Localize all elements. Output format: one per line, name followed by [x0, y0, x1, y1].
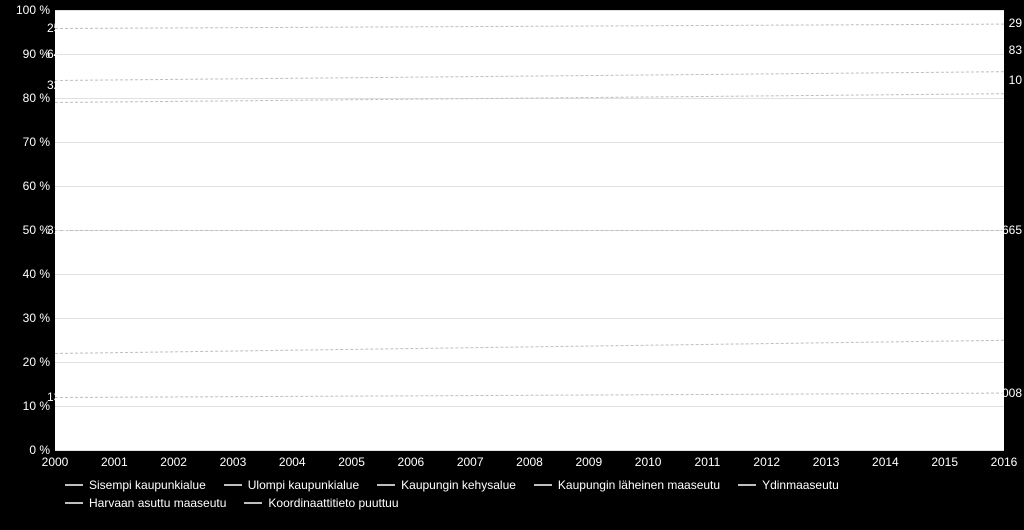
data-label-left: 32	[47, 78, 60, 92]
y-tick-label: 30 %	[5, 311, 50, 325]
legend-item: Kaupungin läheinen maaseutu	[534, 478, 720, 492]
legend-label: Sisempi kaupunkialue	[89, 478, 206, 492]
plot-area	[55, 10, 1004, 450]
legend-label: Kaupungin läheinen maaseutu	[558, 478, 720, 492]
y-gridline	[55, 318, 1004, 319]
legend: Sisempi kaupunkialue Ulompi kaupunkialue K…	[65, 478, 1004, 510]
y-tick-label: 40 %	[5, 267, 50, 281]
x-tick-label: 2006	[398, 455, 425, 469]
y-gridline	[55, 274, 1004, 275]
legend-swatch	[224, 484, 242, 486]
x-tick-label: 2003	[220, 455, 247, 469]
data-label-left: 64	[47, 47, 60, 61]
legend-item: Ydinmaaseutu	[738, 478, 839, 492]
data-label-right: 29	[1009, 16, 1022, 30]
legend-item: Ulompi kaupunkialue	[224, 478, 359, 492]
data-label-left: 25	[47, 21, 60, 35]
legend-item: Sisempi kaupunkialue	[65, 478, 206, 492]
x-tick-label: 2009	[575, 455, 602, 469]
y-gridline	[55, 186, 1004, 187]
legend-item: Kaupungin kehysalue	[377, 478, 516, 492]
y-tick-label: 10 %	[5, 399, 50, 413]
legend-swatch	[738, 484, 756, 486]
y-tick-label: 90 %	[5, 47, 50, 61]
x-tick-label: 2016	[991, 455, 1018, 469]
legend-label: Ydinmaaseutu	[762, 478, 839, 492]
y-tick-label: 20 %	[5, 355, 50, 369]
x-tick-label: 2014	[872, 455, 899, 469]
legend-label: Harvaan asuttu maaseutu	[89, 496, 226, 510]
y-gridline	[55, 10, 1004, 11]
x-tick-label: 2015	[931, 455, 958, 469]
y-gridline	[55, 450, 1004, 451]
x-tick-label: 2001	[101, 455, 128, 469]
data-label-right: 10	[1009, 73, 1022, 87]
x-tick-label: 2002	[160, 455, 187, 469]
x-tick-label: 2004	[279, 455, 306, 469]
legend-swatch	[244, 502, 262, 504]
y-tick-label: 60 %	[5, 179, 50, 193]
x-tick-label: 2012	[753, 455, 780, 469]
y-gridline	[55, 362, 1004, 363]
legend-swatch	[65, 484, 83, 486]
y-tick-label: 80 %	[5, 91, 50, 105]
series-boundary	[55, 230, 1004, 231]
y-gridline	[55, 142, 1004, 143]
series-boundary	[55, 23, 1004, 28]
y-tick-label: 50 %	[5, 223, 50, 237]
x-tick-label: 2008	[516, 455, 543, 469]
data-label-left: 313	[47, 223, 67, 237]
y-tick-label: 100 %	[5, 3, 50, 17]
x-tick-label: 2010	[635, 455, 662, 469]
x-tick-label: 2005	[338, 455, 365, 469]
legend-label: Koordinaattitieto puuttuu	[268, 496, 398, 510]
data-label-left: 132	[47, 390, 67, 404]
legend-label: Ulompi kaupunkialue	[248, 478, 359, 492]
x-tick-label: 2011	[695, 455, 721, 469]
y-gridline	[55, 406, 1004, 407]
series-boundary	[55, 393, 1004, 398]
legend-item: Koordinaattitieto puuttuu	[244, 496, 398, 510]
series-boundary	[55, 340, 1004, 354]
data-label-right: 83	[1009, 43, 1022, 57]
legend-label: Kaupungin kehysalue	[401, 478, 516, 492]
legend-swatch	[534, 484, 552, 486]
y-tick-label: 70 %	[5, 135, 50, 149]
y-gridline	[55, 54, 1004, 55]
data-label-right: 008	[1002, 386, 1022, 400]
x-tick-label: 2013	[813, 455, 840, 469]
x-tick-label: 2007	[457, 455, 484, 469]
series-boundary	[55, 72, 1004, 82]
stacked-area-chart: Sisempi kaupunkialue Ulompi kaupunkialue K…	[0, 0, 1024, 530]
x-tick-label: 2000	[42, 455, 69, 469]
legend-item: Harvaan asuttu maaseutu	[65, 496, 226, 510]
data-label-right: 665	[1002, 223, 1022, 237]
legend-swatch	[377, 484, 395, 486]
legend-swatch	[65, 502, 83, 504]
